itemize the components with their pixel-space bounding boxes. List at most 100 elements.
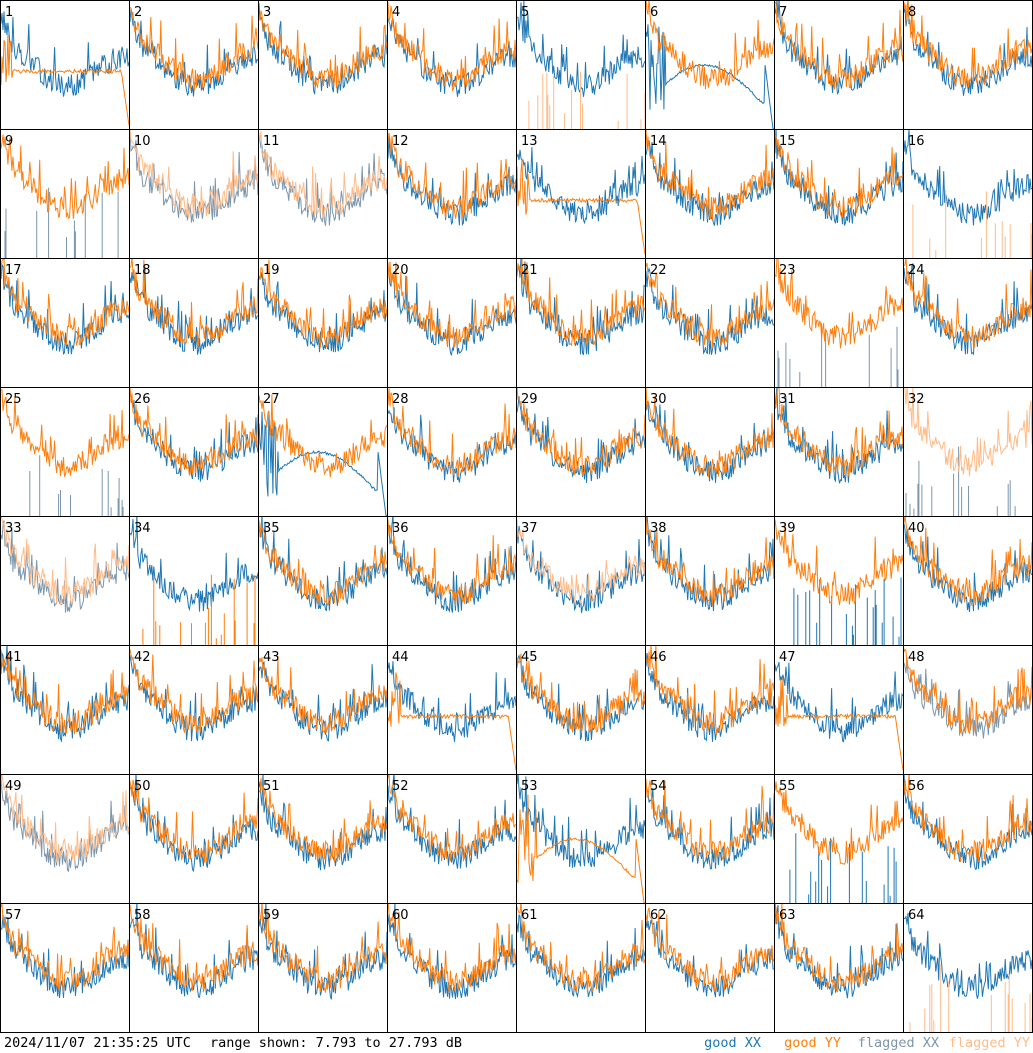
panel-30: 30 — [646, 388, 774, 483]
panel-55-yy-trace — [775, 781, 903, 865]
panel-47-xx-trace — [775, 661, 903, 743]
panel-43: 43 — [259, 650, 387, 742]
panel-51-xx-trace — [259, 775, 387, 871]
panel-64-yy-trace — [909, 963, 1032, 1032]
panel-52: 52 — [388, 775, 516, 869]
panel-number: 43 — [263, 650, 280, 665]
panel-63: 63 — [775, 904, 903, 999]
panel-number: 28 — [392, 392, 409, 407]
panel-45: 45 — [517, 650, 645, 742]
panel-4: 4 — [388, 2, 516, 97]
panel-9-xx-trace — [4, 187, 119, 258]
panel-8: 8 — [904, 1, 1032, 96]
panel-number: 44 — [392, 650, 409, 665]
panel-22-xx-trace — [646, 266, 774, 355]
panel-number: 40 — [908, 521, 925, 536]
panel-26-yy-trace — [130, 388, 258, 476]
panel-3-yy-trace — [259, 10, 387, 89]
panel-58-xx-trace — [130, 904, 258, 999]
panel-18: 18 — [130, 259, 258, 355]
legend-good-xx: good XX — [704, 1035, 761, 1051]
panel-16-xx-trace — [904, 130, 1032, 226]
panel-27-xx-trace — [259, 411, 387, 516]
panel-35-xx-trace — [259, 517, 387, 612]
panel-number: 64 — [908, 908, 925, 923]
panel-11: 11 — [259, 131, 387, 226]
panel-58: 58 — [130, 904, 258, 999]
panel-14: 14 — [646, 130, 774, 226]
panel-number: 36 — [392, 521, 409, 536]
legend-good-yy: good YY — [784, 1035, 841, 1051]
panel-63-yy-trace — [775, 904, 903, 993]
panel-25-yy-trace — [1, 389, 129, 478]
panel-36-yy-trace — [388, 519, 516, 607]
panel-43-xx-trace — [259, 661, 387, 742]
panel-number: 29 — [521, 392, 538, 407]
panel-number: 11 — [263, 134, 280, 149]
panel-number: 27 — [263, 392, 280, 407]
panel-26-xx-trace — [130, 393, 258, 482]
panel-45-yy-trace — [517, 653, 645, 735]
panel-20-yy-trace — [388, 261, 516, 348]
panel-30-yy-trace — [646, 388, 774, 478]
panel-number: 34 — [134, 521, 151, 536]
panel-number: 2 — [134, 5, 142, 20]
panel-33-yy-trace — [1, 517, 129, 605]
panel-2: 2 — [130, 5, 258, 97]
panel-3: 3 — [259, 3, 387, 95]
panel-number: 6 — [650, 5, 658, 20]
panel-58-yy-trace — [130, 905, 258, 993]
legend-flagged-yy: flagged YY — [948, 1035, 1030, 1051]
panel-21: 21 — [517, 259, 645, 356]
panel-46: 46 — [646, 646, 774, 742]
panel-number: 45 — [521, 650, 538, 665]
panel-number: 57 — [5, 908, 22, 923]
panel-40-xx-trace — [904, 523, 1032, 613]
panel-60-yy-trace — [388, 904, 516, 994]
panel-number: 9 — [5, 134, 13, 149]
panel-36: 36 — [388, 517, 516, 613]
panel-42-yy-trace — [130, 649, 258, 733]
panel-14-yy-trace — [646, 130, 774, 220]
panel-number: 15 — [779, 134, 796, 149]
panel-number: 55 — [779, 779, 796, 794]
panel-23: 23 — [775, 259, 903, 387]
panel-25-xx-trace — [29, 455, 124, 516]
panel-number: 1 — [5, 5, 13, 20]
panel-number: 54 — [650, 779, 667, 794]
panel-44-yy-trace — [388, 672, 516, 771]
panel-10: 10 — [130, 130, 258, 223]
panel-number: 22 — [650, 263, 667, 278]
panel-29-xx-trace — [517, 396, 645, 483]
panel-number: 12 — [392, 134, 409, 149]
panel-6-yy-trace — [646, 1, 774, 90]
panel-number: 63 — [779, 908, 796, 923]
panel-17-yy-trace — [1, 259, 129, 346]
panel-25: 25 — [1, 389, 129, 516]
panel-6-xx-trace — [646, 24, 774, 129]
panel-12-xx-trace — [388, 136, 516, 227]
panel-29-yy-trace — [517, 388, 645, 477]
panel-32-xx-trace — [905, 446, 1016, 516]
panel-60: 60 — [388, 904, 516, 1000]
panel-50: 50 — [130, 775, 258, 873]
panel-27-yy-trace — [259, 394, 387, 478]
panel-31-yy-trace — [775, 388, 903, 477]
panel-number: 24 — [908, 263, 925, 278]
panel-24-yy-trace — [904, 259, 1032, 349]
panel-11-yy-trace — [259, 131, 387, 220]
panel-5: 5 — [517, 1, 645, 129]
panel-number: 46 — [650, 650, 667, 665]
panel-16: 16 — [904, 130, 1032, 258]
panel-51-yy-trace — [259, 777, 387, 863]
panel-21-yy-trace — [517, 259, 645, 348]
panel-31: 31 — [775, 388, 903, 484]
panel-44: 44 — [388, 650, 516, 771]
panel-22: 22 — [646, 262, 774, 355]
panel-number: 59 — [263, 908, 280, 923]
panel-18-yy-trace — [130, 259, 258, 347]
panel-33: 33 — [1, 517, 129, 613]
panel-number: 38 — [650, 521, 667, 536]
panel-15: 15 — [775, 130, 903, 226]
panel-46-yy-trace — [646, 646, 774, 735]
